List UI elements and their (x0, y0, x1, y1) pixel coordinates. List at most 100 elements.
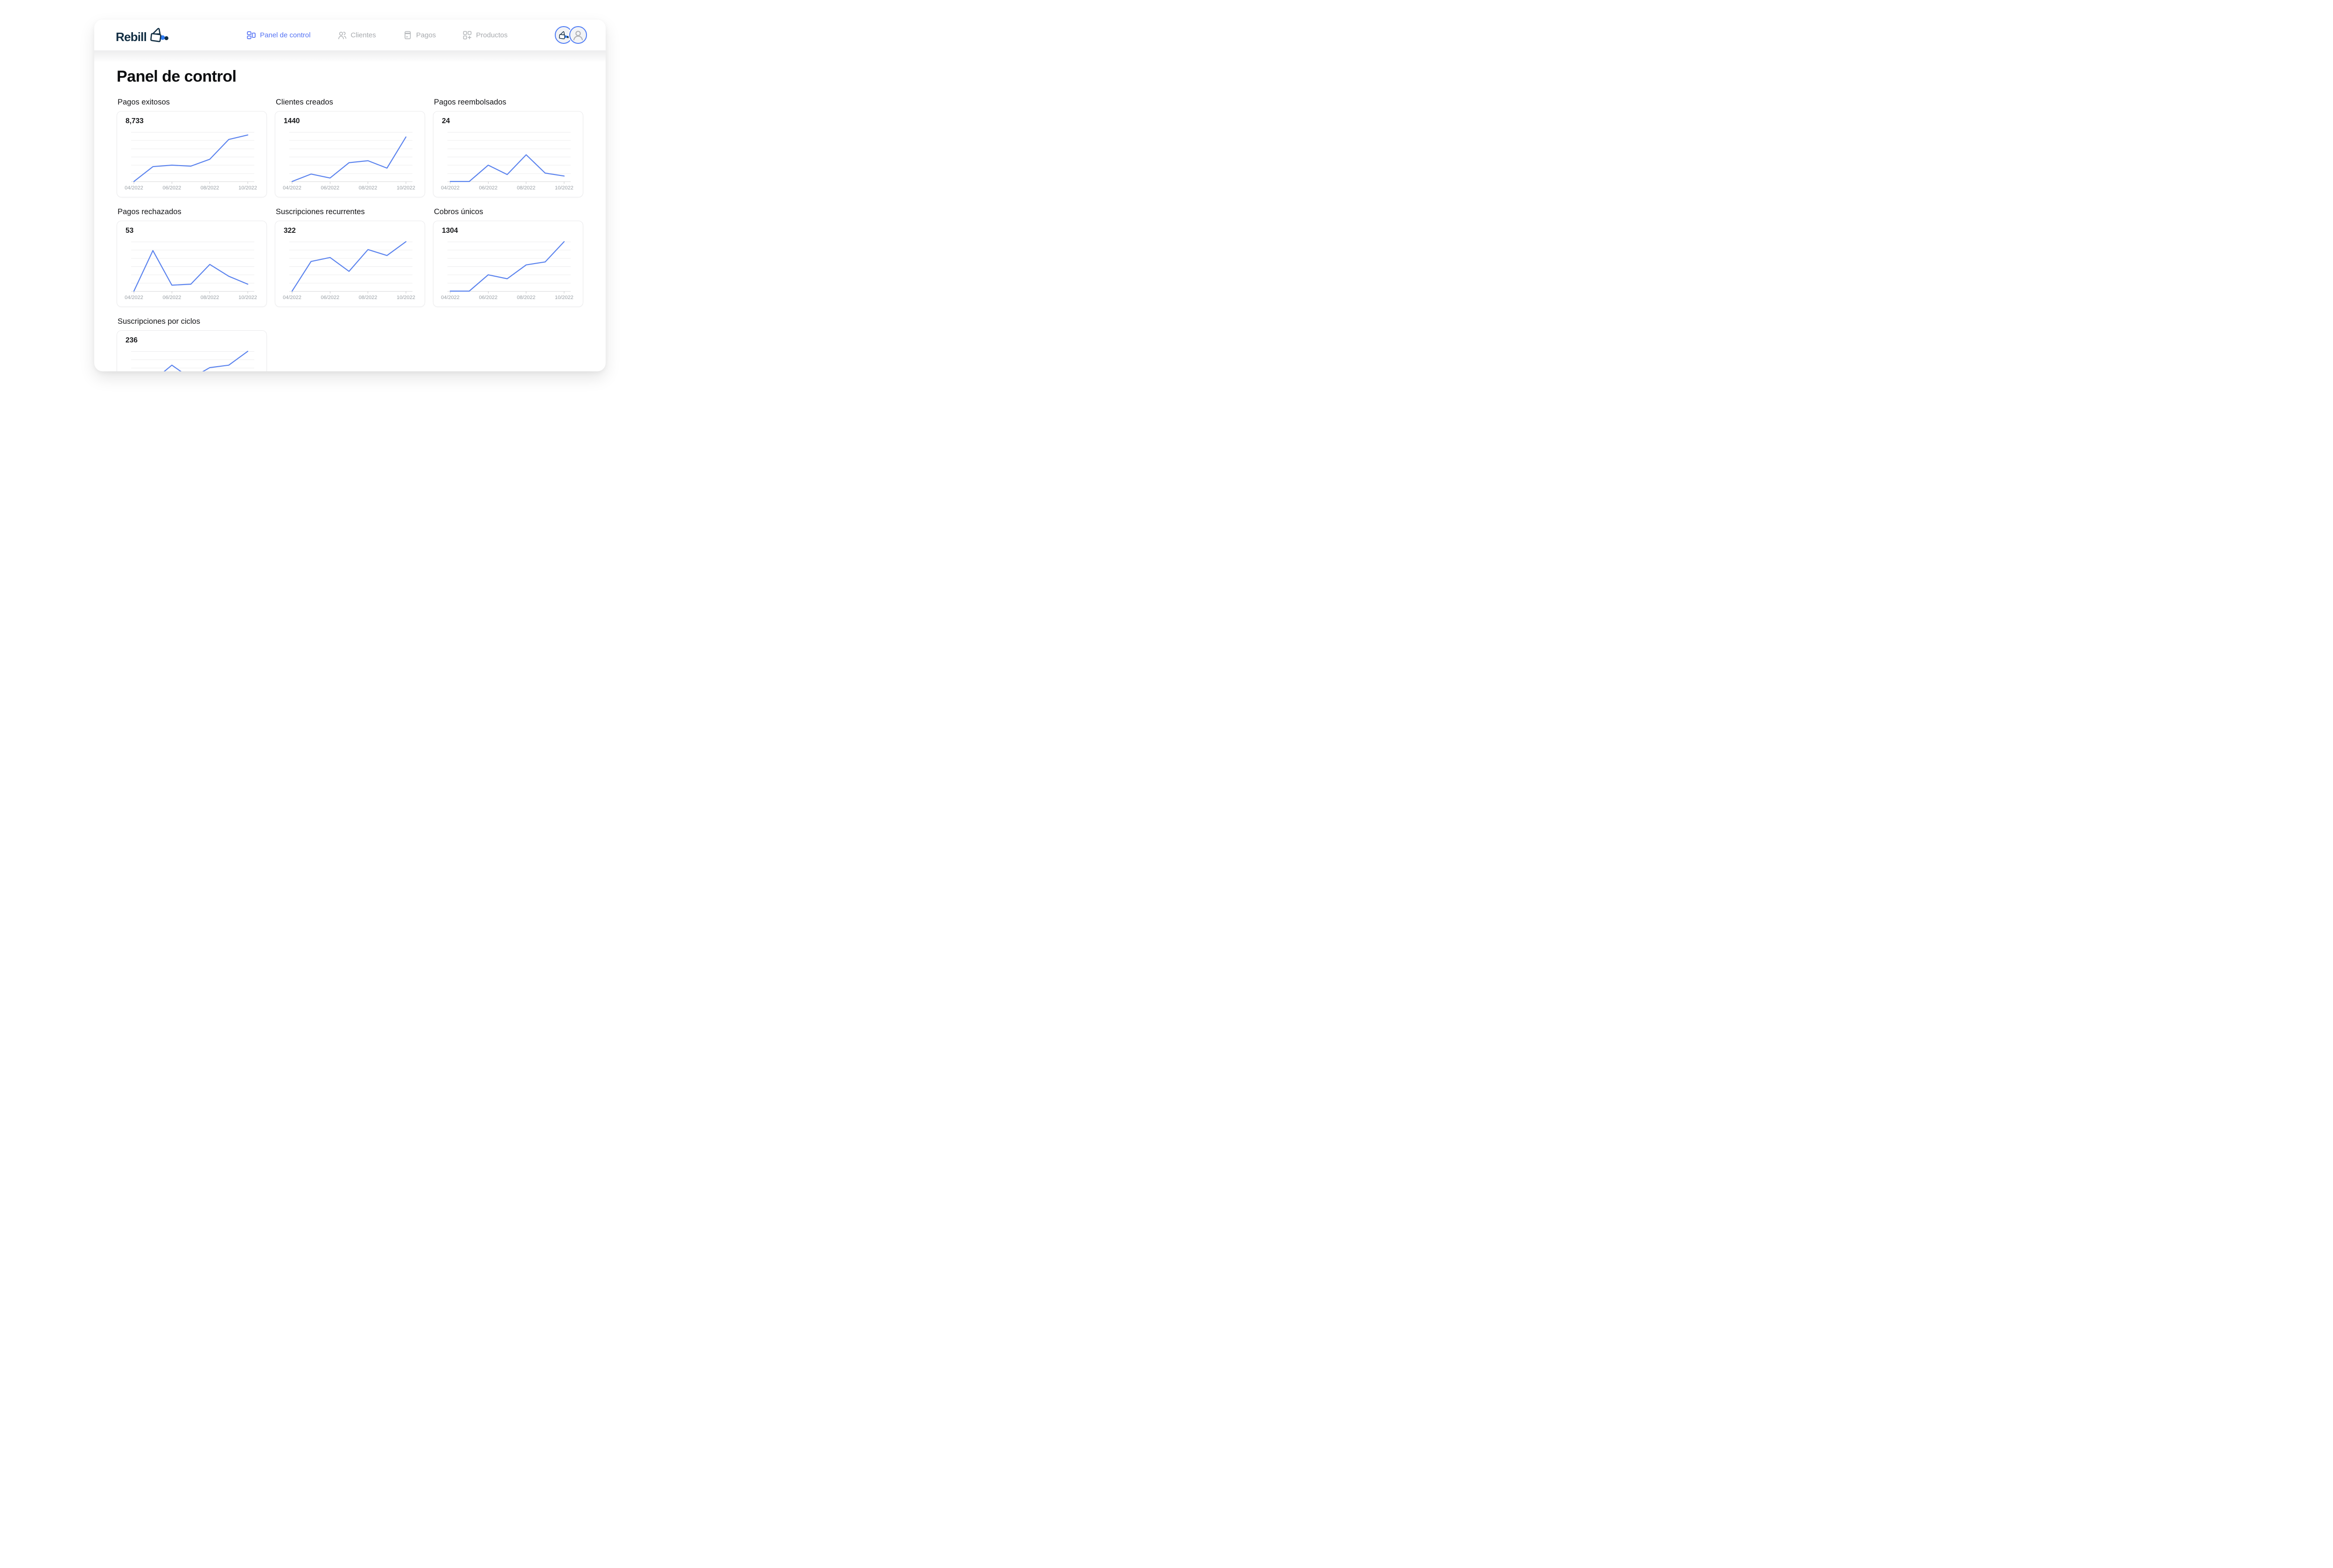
x-axis-tick-label: 10/2022 (555, 185, 573, 191)
metric-section: Pagos rechazados 53 04/2022 06/2022 08/202… (117, 208, 267, 307)
x-axis-labels: 04/2022 06/2022 08/2022 10/2022 (125, 295, 257, 301)
line-chart (131, 242, 254, 293)
chart-line-series (449, 154, 565, 182)
metric-title: Suscripciones por ciclos (118, 317, 200, 326)
x-axis-tick-label: 06/2022 (162, 295, 182, 300)
credit-card-icon (404, 31, 411, 39)
x-axis-labels: 04/2022 06/2022 08/2022 10/2022 (441, 185, 573, 192)
chart-gridlines (131, 132, 254, 174)
metric-title: Suscripciones recurrentes (276, 208, 365, 216)
x-axis-tick-label: 10/2022 (555, 295, 573, 300)
x-axis-tick-label: 04/2022 (125, 185, 143, 191)
x-axis-tick-label: 04/2022 (125, 295, 143, 300)
x-axis-ticks (133, 291, 248, 293)
chart-line-series (163, 350, 249, 371)
line-chart (289, 241, 412, 293)
chart-gridlines (447, 242, 571, 284)
x-axis-tick-label: 04/2022 (441, 295, 460, 300)
rebill-logo: Rebill (116, 27, 169, 43)
header-divider-shadow (94, 50, 606, 63)
nav-label: Clientes (350, 31, 376, 39)
chart-gridlines (131, 351, 254, 369)
x-axis-ticks (292, 291, 406, 293)
metric-card[interactable]: 24 04/2022 06/2022 08/2022 10/2022 (433, 111, 583, 197)
metric-section: Cobros únicos 1304 04/2022 06/2022 08/2022… (433, 208, 583, 307)
x-axis-tick-label: 08/2022 (200, 185, 219, 191)
account-button[interactable] (569, 26, 587, 44)
header-actions (555, 26, 587, 44)
metric-section: Suscripciones recurrentes 322 04/2022 06/… (275, 208, 425, 307)
metric-card[interactable]: 1304 04/2022 06/2022 08/2022 10/2022 (433, 221, 583, 307)
dashboard-content: Panel de control Pagos exitosos 8,733 04… (94, 67, 606, 371)
main-nav: Panel de control Clientes (169, 31, 555, 40)
chart-line-series (291, 241, 407, 292)
metric-title: Pagos exitosos (118, 98, 170, 106)
nav-label: Productos (476, 31, 508, 39)
x-axis-tick-label: 06/2022 (479, 185, 498, 191)
x-axis-ticks (292, 181, 406, 184)
rebill-logo-icon (150, 28, 169, 42)
nav-item-clientes[interactable]: Clientes (338, 31, 376, 40)
x-axis-tick-label: 04/2022 (283, 295, 301, 300)
metric-value: 322 (284, 227, 296, 235)
x-axis-labels: 04/2022 06/2022 08/2022 10/2022 (441, 295, 573, 301)
x-axis-labels: 04/2022 06/2022 08/2022 10/2022 (283, 185, 415, 192)
metric-value: 24 (442, 117, 450, 125)
chart-line-series (133, 134, 249, 182)
metric-section: Pagos reembolsados 24 04/2022 06/2022 08/2… (433, 98, 583, 197)
metric-card[interactable]: 53 04/2022 06/2022 08/2022 10/2022 (117, 221, 267, 307)
x-axis-tick-label: 06/2022 (321, 295, 340, 300)
x-axis-ticks (133, 181, 248, 184)
x-axis-tick-label: 04/2022 (441, 185, 460, 191)
x-axis-tick-label: 08/2022 (517, 295, 536, 300)
nav-item-productos[interactable]: Productos (463, 31, 508, 40)
line-chart (447, 132, 571, 184)
nav-label: Panel de control (260, 31, 311, 39)
metric-title: Clientes creados (276, 98, 333, 106)
metric-value: 1304 (442, 227, 458, 235)
x-axis-ticks (450, 291, 565, 293)
user-avatar-icon (573, 31, 583, 41)
x-axis-labels: 04/2022 06/2022 08/2022 10/2022 (283, 295, 415, 301)
rebill-logo-icon (559, 31, 569, 39)
metrics-grid: Pagos exitosos 8,733 04/2022 06/2022 08/20… (117, 98, 584, 371)
x-axis-tick-label: 10/2022 (238, 295, 257, 300)
x-axis-tick-label: 06/2022 (321, 185, 340, 191)
x-axis-tick-label: 08/2022 (200, 295, 219, 300)
chart-gridlines (447, 132, 571, 174)
x-axis-tick-label: 08/2022 (358, 295, 377, 300)
squares-plus-icon (463, 31, 472, 39)
line-chart (447, 241, 571, 293)
metric-title: Cobros únicos (434, 208, 483, 216)
x-axis-labels: 04/2022 06/2022 08/2022 10/2022 (125, 185, 257, 192)
line-chart (131, 350, 254, 371)
nav-item-panel-de-control[interactable]: Panel de control (247, 31, 311, 40)
metric-value: 8,733 (126, 117, 144, 125)
x-axis-tick-label: 10/2022 (397, 185, 415, 191)
chart-line-series (291, 136, 407, 182)
x-axis-tick-label: 10/2022 (397, 295, 415, 300)
page-title: Panel de control (117, 68, 237, 85)
nav-label: Pagos (416, 31, 436, 39)
chart-gridlines (289, 132, 412, 174)
metric-card[interactable]: 322 04/2022 06/2022 08/2022 10/2022 (275, 221, 425, 307)
metric-card[interactable]: 8,733 04/2022 06/2022 08/2022 10/2022 (117, 111, 267, 197)
metric-card[interactable]: 1440 04/2022 06/2022 08/2022 10/2022 (275, 111, 425, 197)
users-icon (338, 31, 346, 39)
x-axis-tick-label: 08/2022 (358, 185, 377, 191)
metric-value: 53 (126, 227, 134, 235)
metric-title: Pagos rechazados (118, 208, 182, 216)
brand-wordmark: Rebill (116, 30, 147, 44)
line-chart (131, 132, 254, 184)
chart-gridlines (289, 242, 412, 284)
x-axis-tick-label: 06/2022 (479, 295, 498, 300)
chart-line-series (449, 241, 565, 292)
nav-item-pagos[interactable]: Pagos (403, 31, 436, 40)
metric-section: Clientes creados 1440 04/2022 06/2022 08/2… (275, 98, 425, 197)
chart-line-series (133, 250, 249, 292)
dashboard-icon (247, 31, 256, 39)
line-chart (289, 132, 412, 184)
metric-section: Suscripciones por ciclos 236 04/202206/2… (117, 317, 267, 371)
x-axis-tick-label: 10/2022 (238, 185, 257, 191)
